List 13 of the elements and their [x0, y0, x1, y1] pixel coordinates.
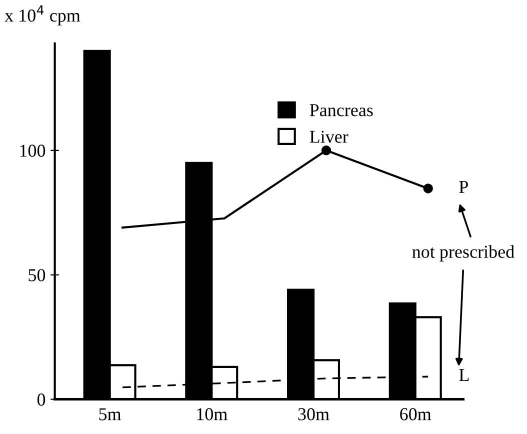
y-tick-label: 50	[28, 269, 46, 282]
x-tick-label: 10m	[197, 408, 228, 420]
annotation: not prescribed	[412, 245, 514, 262]
x-tick-label: 30m	[298, 408, 330, 420]
x-tick-label: 5m	[99, 408, 122, 420]
annotation: L	[459, 369, 469, 381]
x-tick-label: 60m	[400, 408, 432, 420]
legend-label: Pancreas	[310, 104, 373, 116]
annotation: P	[459, 181, 468, 193]
y-axis-title: x 10$^{4}$ cpm	[4, 5, 80, 26]
y-tick-label: 100	[20, 144, 46, 157]
legend-label: Liver	[310, 130, 348, 143]
y-tick-label: 0	[37, 394, 46, 406]
